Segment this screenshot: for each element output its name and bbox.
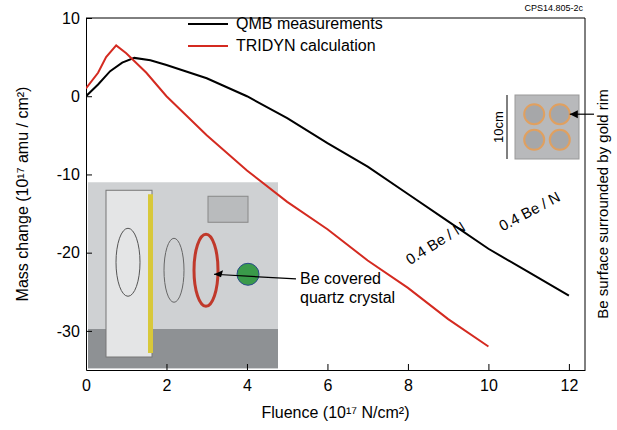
legend: QMB measurements TRIDYN calculation — [188, 15, 383, 54]
inset-sensor — [237, 263, 259, 285]
tick-mark — [569, 364, 570, 370]
tick-label: 0 — [71, 88, 80, 105]
tick-label: 12 — [561, 377, 579, 394]
callout-arrow — [214, 274, 296, 279]
tick-label: 4 — [243, 377, 252, 394]
tick: 4 — [243, 364, 252, 394]
x-axis: 0 2 4 6 8 10 12 — [82, 364, 585, 394]
sample-disc — [524, 104, 544, 124]
series-line — [86, 45, 488, 346]
tick-mark — [86, 174, 92, 175]
tick-mark — [86, 253, 92, 254]
x-axis-title: Fluence (10¹⁷ N/cm²) — [261, 404, 409, 421]
tick: 10 — [480, 364, 498, 394]
tick: -30 — [57, 323, 92, 340]
tick: 6 — [323, 364, 332, 394]
tick: 12 — [561, 364, 579, 394]
series-line — [86, 58, 569, 296]
y-axis: -30 -20 -10 0 10 — [57, 10, 92, 371]
tick: -10 — [57, 166, 92, 183]
axis-line — [86, 19, 87, 371]
figure-code: CPS14.805-2c — [524, 3, 583, 13]
tick: -20 — [57, 244, 92, 261]
tick-label: 2 — [163, 377, 172, 394]
scale-bar — [507, 95, 508, 159]
sample-disc — [524, 130, 544, 150]
axis-line — [87, 370, 586, 371]
tick: 2 — [163, 364, 172, 394]
tick-mark — [327, 364, 328, 370]
sample-photo — [507, 95, 579, 159]
tick-mark — [408, 364, 409, 370]
sample-disc — [550, 104, 570, 124]
tick-label: 8 — [404, 377, 413, 394]
tick-label: -30 — [57, 323, 80, 340]
arrow-head — [570, 110, 578, 118]
inset-plate — [106, 190, 152, 357]
tick: 0 — [71, 88, 92, 105]
tick-label: 6 — [323, 377, 332, 394]
legend-label: TRIDYN calculation — [236, 37, 376, 54]
inset-ring — [164, 238, 184, 302]
chart: 0 2 4 6 8 10 12 -30 -20 -10 0 10 QMB measurements TRI… — [0, 0, 617, 430]
slope-label: 0.4 Be / N — [496, 188, 563, 234]
arrow-head — [214, 270, 223, 277]
tick-label: -20 — [57, 244, 80, 261]
tick-label: 10 — [62, 10, 80, 27]
tick-mark — [166, 364, 167, 370]
side-label: Be surface surrounded by gold rim — [594, 89, 611, 318]
inset-block — [208, 196, 248, 222]
inset-photo — [88, 182, 278, 369]
inset-background — [88, 182, 278, 369]
callout-label: Be coveredquartz crystal — [300, 270, 395, 306]
tick-label: -10 — [57, 166, 80, 183]
plot-area — [86, 45, 569, 346]
y-axis-title: Mass change (10¹⁷ amu / cm²) — [14, 87, 31, 302]
tick-label: 10 — [480, 377, 498, 394]
sample-plate — [515, 95, 579, 159]
tick-mark — [86, 331, 92, 332]
inset-ring — [116, 228, 140, 296]
legend-swatch — [188, 45, 228, 47]
annotations: 0.4 Be / N0.4 Be / NBe coveredquartz cry… — [214, 3, 611, 319]
frame — [585, 18, 586, 370]
tick: 8 — [404, 364, 413, 394]
legend-label: QMB measurements — [236, 15, 383, 32]
inset-crystal — [194, 234, 218, 306]
sample-disc — [550, 130, 570, 150]
legend-swatch — [188, 23, 228, 25]
inset-rod — [148, 194, 153, 353]
tick-mark — [488, 364, 489, 370]
scale-label: 10cm — [491, 111, 506, 143]
tick-label: 0 — [82, 377, 91, 394]
slope-label: 0.4 Be / N — [403, 218, 469, 268]
tick-mark — [247, 364, 248, 370]
